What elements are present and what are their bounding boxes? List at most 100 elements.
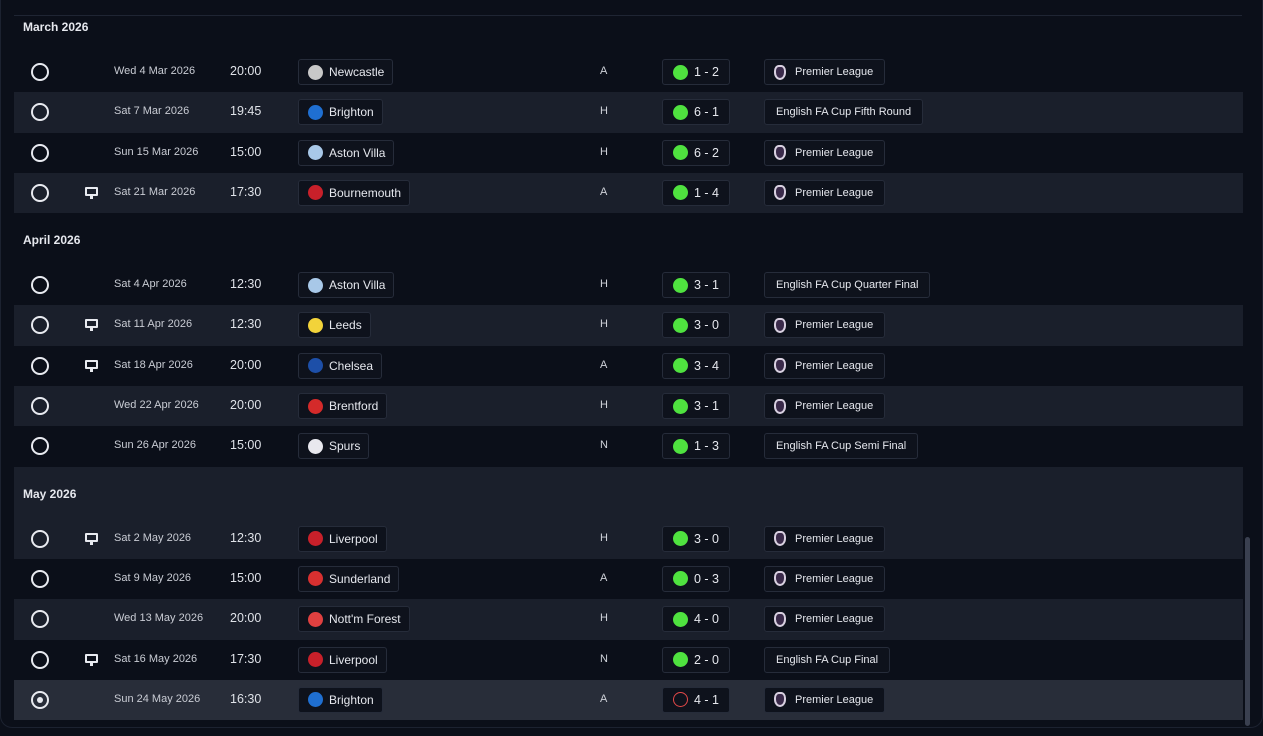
- fixture-time: 12:30: [230, 277, 262, 292]
- competition-chip[interactable]: English FA Cup Semi Final: [764, 433, 919, 460]
- select-radio[interactable]: [31, 569, 49, 588]
- competition-chip[interactable]: Premier League: [764, 352, 886, 379]
- select-radio[interactable]: [31, 103, 49, 122]
- competition-chip[interactable]: Premier League: [764, 686, 886, 713]
- select-radio[interactable]: [31, 276, 49, 295]
- competition-chip[interactable]: Premier League: [764, 312, 886, 339]
- fixture-time: 20:00: [230, 611, 262, 626]
- competition-chip[interactable]: English FA Cup Quarter Final: [764, 272, 931, 299]
- opponent-chip[interactable]: Brentford: [298, 393, 388, 420]
- fixture-row[interactable]: Sat 2 May 2026 12:30 Liverpool H 3 - 0 Premie…: [14, 518, 1243, 559]
- competition-chip[interactable]: Premier League: [764, 606, 886, 633]
- venue: H: [600, 145, 608, 158]
- competition-chip[interactable]: English FA Cup Fifth Round: [764, 99, 924, 126]
- select-radio[interactable]: [31, 316, 49, 335]
- result-chip[interactable]: 1 - 4: [662, 179, 731, 206]
- fixture-row[interactable]: Sun 24 May 2026 16:30 Brighton A 4 - 1 Premie…: [14, 679, 1243, 721]
- opponent-chip[interactable]: Bournemouth: [298, 179, 411, 206]
- premier-league-icon: [774, 611, 786, 627]
- competition-chip[interactable]: Premier League: [764, 393, 886, 420]
- opponent-chip[interactable]: Sunderland: [298, 565, 400, 592]
- competition-chip[interactable]: Premier League: [764, 179, 886, 206]
- competition-chip[interactable]: Premier League: [764, 525, 886, 552]
- result-chip[interactable]: 0 - 3: [662, 565, 731, 592]
- select-radio[interactable]: [31, 690, 49, 709]
- win-dot-icon: [673, 611, 688, 627]
- fixture-row[interactable]: Sun 26 Apr 2026 15:00 Spurs N 1 - 3 English F…: [14, 426, 1243, 466]
- result-chip[interactable]: 3 - 0: [662, 525, 731, 552]
- opponent-chip[interactable]: Liverpool: [298, 525, 387, 552]
- fixture-row[interactable]: Sat 11 Apr 2026 12:30 Leeds H 3 - 0 Premier L…: [14, 305, 1243, 346]
- fixture-date: Sat 21 Mar 2026: [114, 185, 196, 198]
- scrollbar[interactable]: [1245, 537, 1250, 726]
- result-chip[interactable]: 1 - 3: [662, 433, 731, 460]
- score: 6 - 1: [694, 105, 720, 120]
- fixture-row[interactable]: Sun 15 Mar 2026 15:00 Aston Villa H 6 - 2 Pre…: [14, 133, 1243, 173]
- fixture-date: Sat 11 Apr 2026: [114, 318, 193, 331]
- result-chip[interactable]: 1 - 2: [662, 59, 731, 85]
- fixture-row[interactable]: Sat 18 Apr 2026 20:00 Chelsea A 3 - 4 Premier…: [14, 346, 1243, 386]
- opponent-chip[interactable]: Brighton: [298, 99, 383, 126]
- result-chip[interactable]: 6 - 2: [662, 139, 731, 166]
- fixture-time: 20:00: [230, 398, 262, 413]
- select-radio[interactable]: [31, 529, 49, 548]
- select-radio[interactable]: [31, 437, 49, 456]
- competition-chip[interactable]: English FA Cup Final: [764, 646, 891, 673]
- fixture-row[interactable]: Wed 13 May 2026 20:00 Nott'm Forest H 4 - 0 P…: [14, 599, 1243, 640]
- team-crest-icon: [308, 692, 323, 708]
- select-radio[interactable]: [31, 650, 49, 669]
- opponent-chip[interactable]: Aston Villa: [298, 139, 395, 166]
- result-chip[interactable]: 4 - 0: [662, 606, 731, 633]
- select-radio[interactable]: [31, 356, 49, 375]
- select-radio[interactable]: [31, 63, 49, 81]
- select-radio[interactable]: [31, 143, 49, 162]
- fixture-row[interactable]: Sat 9 May 2026 15:00 Sunderland A 0 - 3 Premi…: [14, 559, 1243, 599]
- tv-icon: [85, 653, 98, 666]
- competition-name: English FA Cup Quarter Final: [776, 279, 919, 292]
- fixture-row[interactable]: Sat 4 Apr 2026 12:30 Aston Villa H 3 - 1 Engl…: [14, 265, 1243, 305]
- fixture-row[interactable]: Sat 21 Mar 2026 17:30 Bournemouth A 1 - 4 Pre…: [14, 172, 1243, 214]
- fixture-row[interactable]: Sat 7 Mar 2026 19:45 Brighton H 6 - 1 English…: [14, 92, 1243, 133]
- fixture-row[interactable]: Sat 16 May 2026 17:30 Liverpool N 2 - 0 Engli…: [14, 640, 1243, 680]
- fixture-row[interactable]: Wed 22 Apr 2026 20:00 Brentford H 3 - 1 Premi…: [14, 386, 1243, 427]
- opponent-name: Sunderland: [329, 571, 391, 586]
- win-dot-icon: [673, 64, 688, 80]
- fixture-date: Wed 4 Mar 2026: [114, 65, 196, 77]
- competition-name: Premier League: [795, 186, 874, 199]
- result-chip[interactable]: 2 - 0: [662, 646, 731, 673]
- opponent-chip[interactable]: Nott'm Forest: [298, 606, 410, 633]
- opponent-chip[interactable]: Brighton: [298, 686, 383, 713]
- fixture-time: 12:30: [230, 317, 262, 332]
- fixture-time: 15:00: [230, 144, 262, 159]
- opponent-chip[interactable]: Newcastle: [298, 59, 394, 85]
- opponent-chip[interactable]: Aston Villa: [298, 272, 395, 299]
- opponent-name: Spurs: [329, 439, 361, 454]
- result-chip[interactable]: 6 - 1: [662, 99, 731, 126]
- result-chip[interactable]: 3 - 1: [662, 272, 731, 299]
- fixture-date: Sat 7 Mar 2026: [114, 105, 190, 118]
- opponent-chip[interactable]: Chelsea: [298, 352, 383, 379]
- competition-chip[interactable]: Premier League: [764, 59, 886, 85]
- result-chip[interactable]: 3 - 4: [662, 352, 731, 379]
- team-crest-icon: [308, 64, 323, 80]
- competition-name: Premier League: [795, 146, 874, 159]
- opponent-chip[interactable]: Leeds: [298, 312, 371, 339]
- result-chip[interactable]: 3 - 0: [662, 312, 731, 339]
- score: 3 - 0: [694, 318, 720, 333]
- select-radio[interactable]: [31, 397, 49, 416]
- competition-name: Premier League: [795, 693, 874, 706]
- opponent-name: Aston Villa: [329, 278, 386, 293]
- select-radio[interactable]: [31, 183, 49, 202]
- competition-chip[interactable]: Premier League: [764, 565, 886, 592]
- month-header: May 2026: [14, 466, 1243, 519]
- opponent-chip[interactable]: Spurs: [298, 433, 370, 460]
- result-chip[interactable]: 3 - 1: [662, 393, 731, 420]
- fixture-row[interactable]: Wed 4 Mar 2026 20:00 Newcastle A 1 - 2 Premie…: [14, 52, 1243, 92]
- select-radio[interactable]: [31, 610, 49, 629]
- competition-name: Premier League: [795, 532, 874, 545]
- header-divider: [14, 15, 1242, 16]
- competition-chip[interactable]: Premier League: [764, 139, 886, 166]
- opponent-chip[interactable]: Liverpool: [298, 646, 387, 673]
- result-chip[interactable]: 4 - 1: [662, 686, 731, 713]
